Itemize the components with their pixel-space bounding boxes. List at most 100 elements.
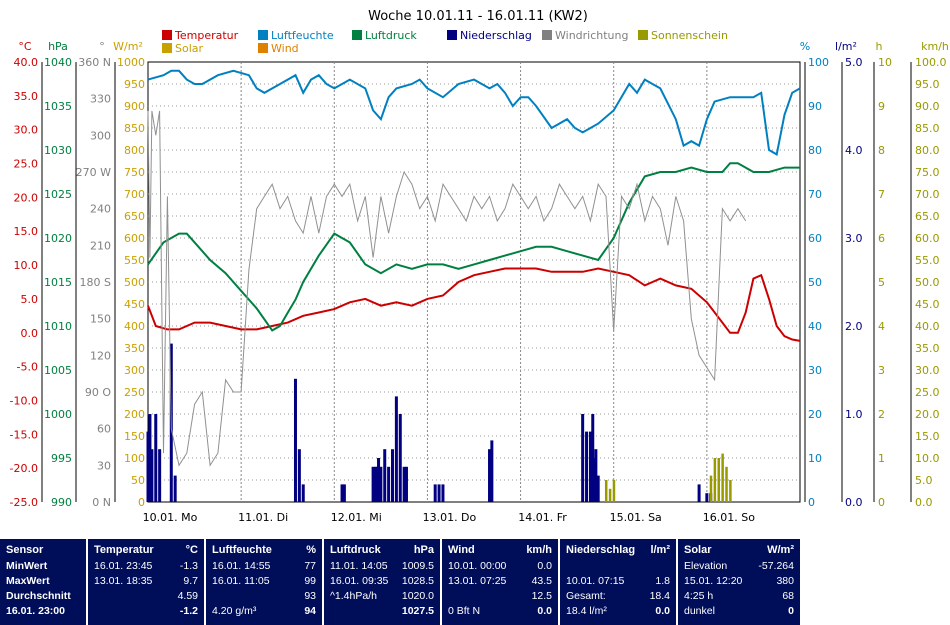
precip-bar: [148, 414, 152, 502]
panel-cell-value: -57.264: [758, 560, 794, 572]
panel-cell-value: 0: [788, 605, 794, 617]
sunshine-bar: [608, 488, 612, 502]
legend-label-3: Niederschlag: [460, 29, 532, 42]
panel-cell-label: 16.01. 14:55: [212, 560, 271, 572]
precip-bar: [404, 466, 408, 502]
axis-tick-label: 0: [878, 496, 885, 509]
axis-tick-label: 5: [878, 276, 885, 289]
panel-row: 1027.5: [324, 604, 440, 619]
axis-tick-label: 1035: [44, 100, 72, 113]
x-label-1: 11.01. Di: [238, 511, 288, 524]
axis-tick-label: 450: [124, 298, 145, 311]
panel-header-unit: km/h: [526, 544, 552, 556]
axis-tick-label: 600: [124, 232, 145, 245]
panel-cell-label: 0 Bft N: [448, 605, 481, 617]
x-axis-labels: 10.01. Mo 11.01. Di 12.01. Mi 13.01. Do 14.0…: [143, 511, 756, 524]
axis-tick-label: 30.0: [915, 364, 940, 377]
axis-tick-label: -25.0: [10, 496, 38, 509]
panel-row: 10.01. 00:00 0.0: [442, 559, 558, 574]
panel-cell-label: 4:25 h: [684, 590, 714, 602]
axis-tick-label: 850: [124, 122, 145, 135]
precip-bar: [154, 414, 158, 502]
axis-tick-label: 10.0: [14, 259, 39, 272]
axis-tick-label: 2.0: [845, 320, 863, 333]
axis-tick-label: -20.0: [10, 462, 38, 475]
axis-tick-label: 4.0: [845, 144, 863, 157]
axis-tick-label: 7: [878, 188, 885, 201]
axis-tick-label: 100: [808, 56, 829, 69]
panel-column-5: Niederschlag l/m² 10.01. 07:15 1.8 Gesamt: 18…: [560, 539, 676, 625]
legend-label-2: Luftdruck: [365, 29, 417, 42]
panel-row: 15.01. 12:20 380: [678, 574, 800, 589]
panel-row: [560, 559, 676, 574]
axis-unit-6: h: [876, 40, 883, 53]
axis-tick-label: 500: [124, 276, 145, 289]
panel-cell-value: 1027.5: [401, 605, 434, 617]
axis-tick-label: 350: [124, 342, 145, 355]
weather-chart: Woche 10.01.11 - 16.01.11 (KW2) Temperat…: [10, 9, 949, 524]
x-label-3: 13.01. Do: [423, 511, 477, 524]
axis-tick-label: 210: [90, 239, 111, 252]
panel-cell-value: 9.7: [183, 575, 198, 587]
legend-label-6: Solar: [175, 42, 204, 55]
axis-tick-label: 40: [808, 320, 822, 333]
panel-cell-label: ^1.4hPa/h: [330, 590, 377, 602]
axis-tick-label: 1.0: [845, 408, 863, 421]
axis-tick-label: 25.0: [915, 386, 940, 399]
panel-cell-value: 380: [776, 575, 794, 587]
precip-bar: [158, 449, 162, 502]
panel-header-title: Sensor: [6, 544, 44, 556]
axis-tick-label: 4: [878, 320, 885, 333]
axis-tick-label: 100.0: [915, 56, 947, 69]
panel-header: Wind km/h: [442, 543, 558, 558]
panel-cell-label: 18.4 l/m²: [566, 605, 607, 617]
precip-bar: [591, 414, 595, 502]
axis-unit-0: °C: [18, 40, 32, 53]
panel-row: 16.01. 23:00: [0, 604, 86, 619]
x-label-2: 12.01. Mi: [331, 511, 382, 524]
precip-bar: [342, 484, 346, 502]
legend-swatch-3: [447, 30, 457, 40]
precip-bar: [375, 466, 379, 502]
precip-bar: [581, 414, 585, 502]
axis-tick-label: 995: [51, 452, 72, 465]
axis-tick-label: 1000: [44, 408, 72, 421]
panel-header-title: Wind: [448, 544, 475, 556]
panel-cell-label: 15.01. 12:20: [684, 575, 743, 587]
axis-tick-label: 3.0: [845, 232, 863, 245]
panel-cell-value: -1.3: [179, 560, 198, 572]
panel-cell-label: 16.01. 23:45: [94, 560, 153, 572]
legend-swatch-7: [258, 43, 268, 53]
axis-tick-label: 65.0: [915, 210, 940, 223]
panel-cell-value: 99: [304, 575, 316, 587]
axis-tick-label: -15.0: [10, 428, 38, 441]
axis-tick-label: 45.0: [915, 298, 940, 311]
axis-tick-label: 0: [138, 496, 145, 509]
precip-bar: [594, 449, 598, 502]
axis-tick-label: 950: [124, 78, 145, 91]
panel-column-3: Luftdruck hPa 11.01. 14:05 1009.5 16.01. 09:…: [324, 539, 440, 625]
panel-header-unit: hPa: [413, 544, 434, 556]
panel-cell-label: 16.01. 23:00: [6, 605, 65, 617]
panel-row: ^1.4hPa/h 1020.0: [324, 589, 440, 604]
axis-tick-label: 300: [124, 364, 145, 377]
axis-tick-label: 35.0: [14, 90, 39, 103]
axis-tick-label: 8: [878, 144, 885, 157]
series-line-windrichtung: [147, 110, 747, 467]
x-label-0: 10.01. Mo: [143, 511, 198, 524]
precip-bar: [373, 466, 377, 502]
panel-cell-value: 94: [304, 605, 316, 617]
precip-bar: [340, 484, 344, 502]
axis-tick-label: 990: [51, 496, 72, 509]
legend-swatch-5: [638, 30, 648, 40]
panel-cell-value: 1.8: [655, 575, 670, 587]
axis-tick-label: 1: [878, 452, 885, 465]
sunshine-bar: [721, 453, 724, 502]
precip-bar: [596, 475, 600, 502]
panel-row: MinWert: [0, 559, 86, 574]
precip-bar: [402, 466, 406, 502]
panel-cell-value: 0.0: [537, 605, 552, 617]
legend-swatch-4: [542, 30, 552, 40]
axis-tick-label: 0.0: [845, 496, 863, 509]
precip-bar: [441, 484, 445, 502]
